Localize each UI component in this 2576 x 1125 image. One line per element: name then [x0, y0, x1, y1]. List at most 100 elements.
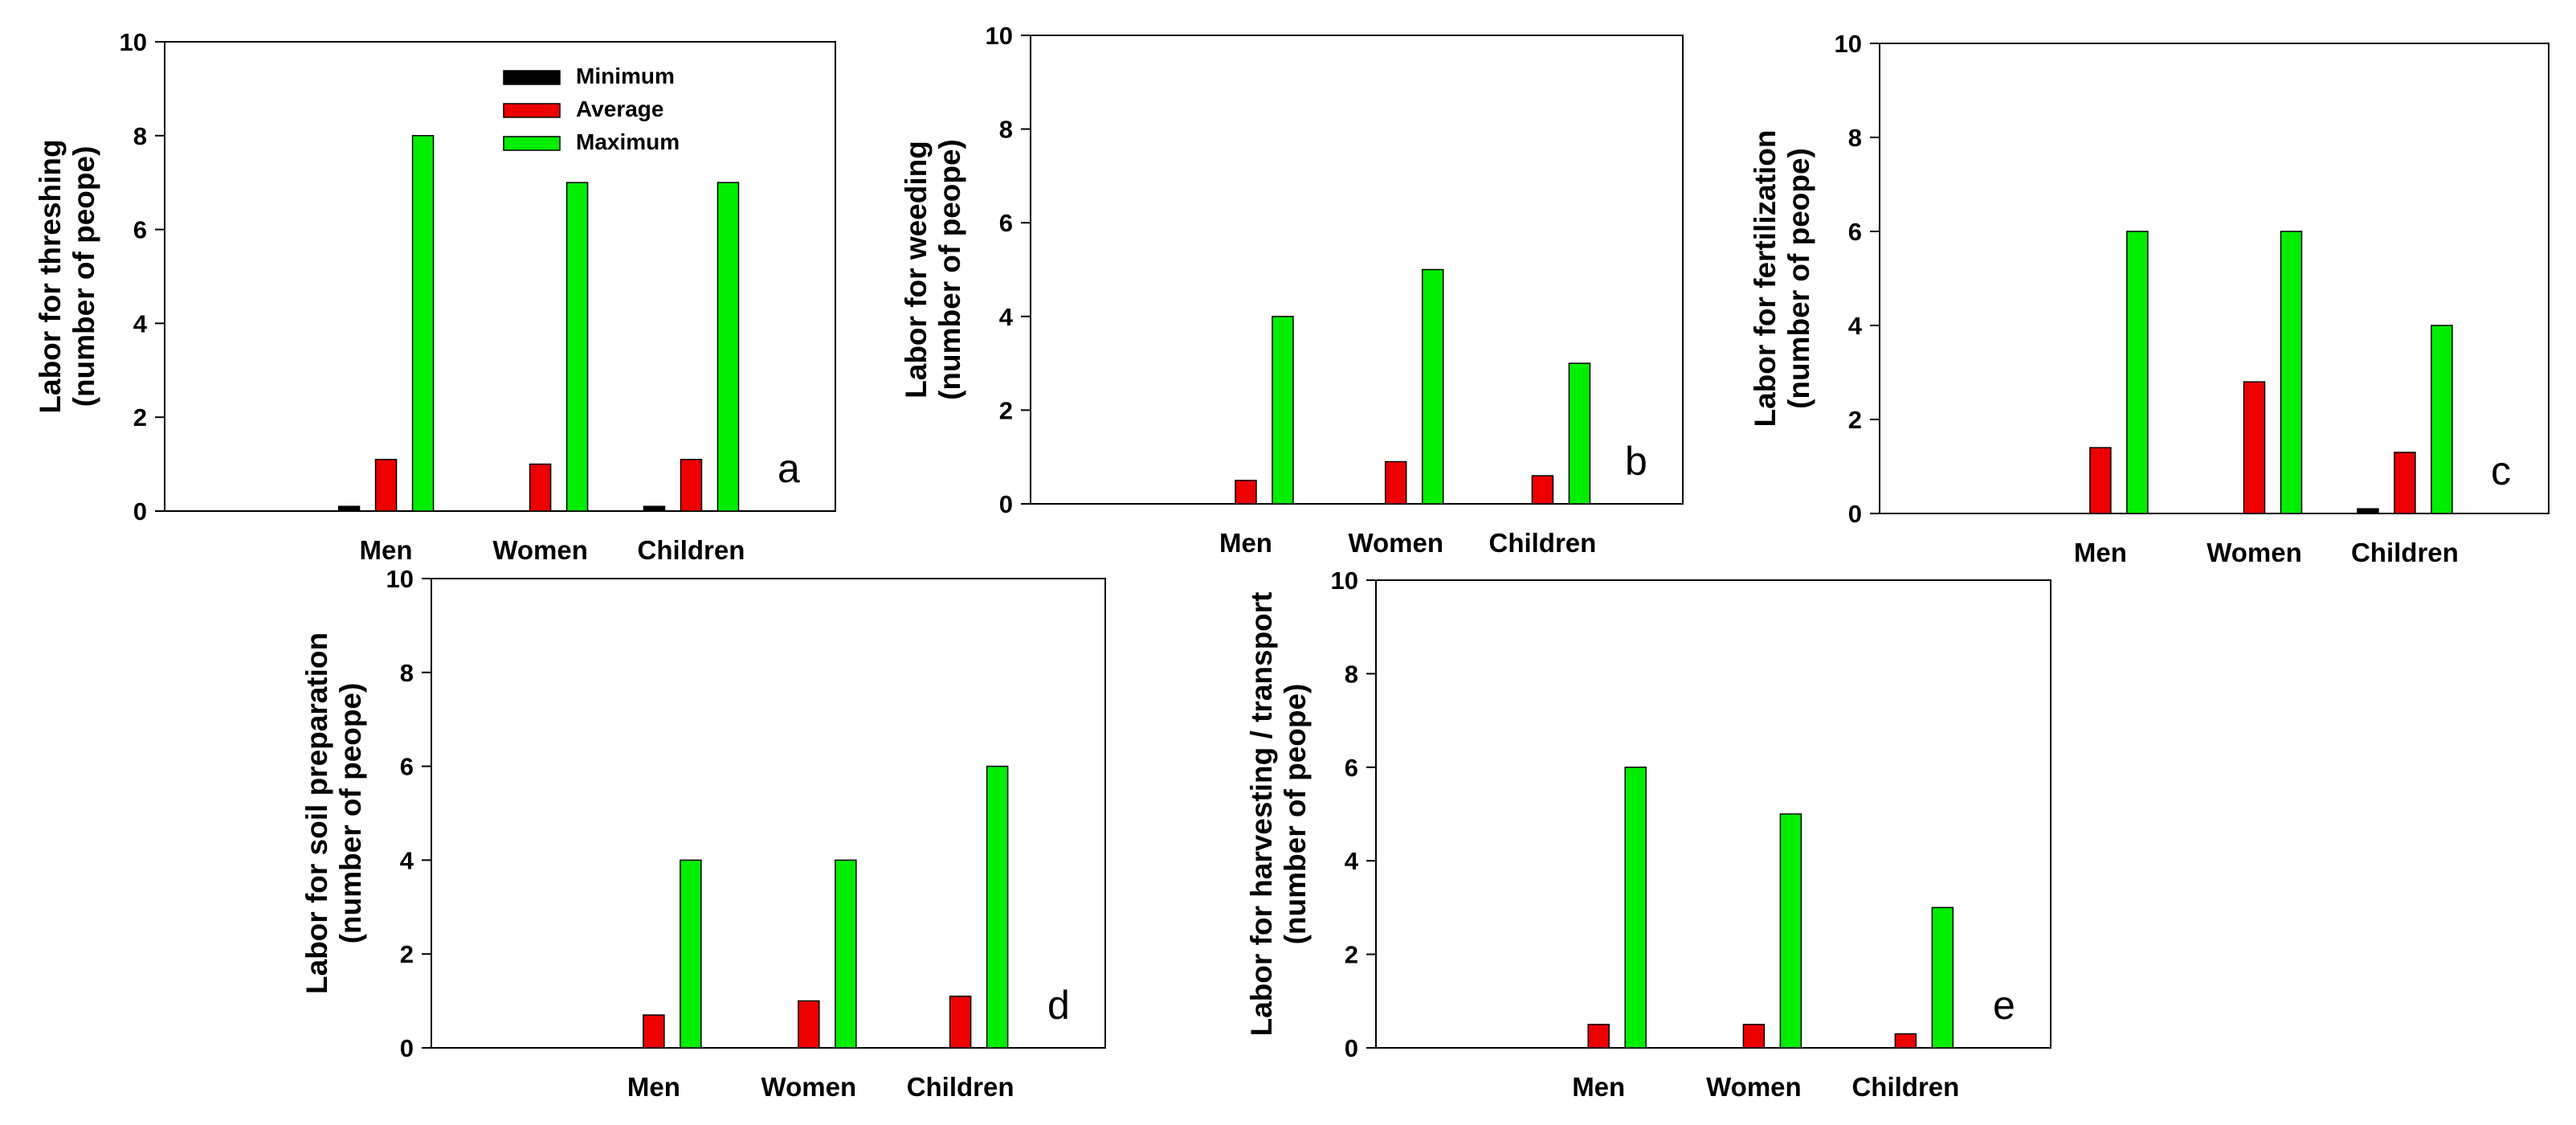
panel-letter: c [2491, 448, 2511, 493]
y-tick-label: 0 [400, 1034, 414, 1062]
bar-average-children [680, 459, 703, 512]
bar-maximum-children [2431, 325, 2453, 514]
panel-letter: a [778, 446, 800, 491]
x-category-label: Men [360, 535, 413, 565]
panel-b: 0 2 4 6 8 10 Men Women Children Labor for weeding… [900, 22, 1684, 558]
bar-maximum-children [986, 765, 1009, 1049]
y-axis-subtitle: (number of peope) [334, 683, 367, 944]
x-category-label: Children [638, 535, 745, 565]
bar-average-children [949, 996, 972, 1049]
y-tick-label: 6 [999, 209, 1013, 237]
bar-maximum-women [2280, 231, 2303, 514]
y-tick-label: 0 [1345, 1034, 1358, 1062]
legend-swatch-minimum [503, 70, 561, 85]
plot-frame [431, 578, 1106, 1049]
panel-e: 0 2 4 6 8 10 Men Women Children Labor for harvest… [1245, 567, 2051, 1102]
x-category-label: Women [492, 535, 588, 565]
bar-maximum-children [1568, 362, 1591, 505]
panel-letter: e [1993, 983, 2015, 1028]
y-tick-label: 10 [1835, 30, 1862, 58]
x-category-label: Children [2351, 538, 2459, 567]
bar-average-women [1742, 1024, 1766, 1049]
x-category-label: Children [1488, 528, 1596, 558]
bar-maximum-men [1624, 767, 1647, 1049]
bar-maximum-men [680, 859, 702, 1049]
y-tick-label: 4 [400, 846, 414, 874]
y-tick-label: 6 [1848, 218, 1862, 246]
legend-swatch-average [503, 103, 561, 118]
panel-d: 0 2 4 6 8 10 Men Women Children Labor for soil pr… [300, 565, 1106, 1102]
y-tick-label: 10 [120, 28, 147, 56]
bar-average-children [1531, 475, 1554, 505]
y-axis-subtitle: (number of peope) [1279, 684, 1312, 945]
legend-label-maximum: Maximum [576, 129, 680, 154]
bar-minimum-children [2357, 508, 2379, 514]
x-category-label: Children [907, 1072, 1014, 1102]
x-category-label: Women [761, 1072, 857, 1102]
bar-maximum-men [411, 135, 435, 512]
bar-maximum-men [2126, 231, 2149, 514]
y-tick-label: 6 [400, 753, 414, 781]
y-tick-label: 6 [1345, 754, 1358, 782]
x-category-label: Men [627, 1072, 680, 1102]
y-tick-label: 8 [133, 122, 147, 150]
bar-maximum-children [716, 182, 740, 512]
y-axis-title: Labor for harvesting / transport [1245, 591, 1278, 1036]
plot-frame [1879, 43, 2549, 514]
bar-average-men [1587, 1024, 1610, 1049]
bar-average-women [798, 1000, 820, 1049]
bar-average-women [1384, 460, 1407, 505]
y-tick-label: 2 [999, 396, 1013, 424]
panel-c: 0 2 4 6 8 10 Men Women Children Labor for fertili… [1749, 30, 2549, 567]
plot-frame [1375, 579, 2051, 1049]
bar-average-men [2089, 447, 2112, 514]
x-category-label: Women [1348, 528, 1443, 558]
x-category-label: Women [2207, 538, 2302, 567]
y-axis-subtitle: (number of peope) [67, 146, 100, 407]
bar-maximum-women [1421, 268, 1444, 505]
y-tick-label: 8 [999, 116, 1013, 144]
bar-average-children [2394, 452, 2416, 514]
bar-average-men [1235, 480, 1257, 505]
bar-maximum-women [1779, 813, 1802, 1049]
y-tick-label: 6 [133, 216, 147, 244]
plot-frame [1030, 35, 1684, 505]
legend-label-minimum: Minimum [576, 63, 675, 88]
bar-average-men [643, 1014, 665, 1049]
plot-frame [164, 41, 836, 512]
x-category-label: Men [1572, 1072, 1625, 1102]
bar-average-children [1894, 1033, 1917, 1049]
bar-average-men [374, 459, 398, 512]
y-tick-label: 0 [999, 490, 1013, 518]
legend-swatch-maximum [503, 136, 561, 151]
y-tick-label: 2 [400, 940, 414, 968]
y-tick-label: 2 [1848, 406, 1862, 434]
bar-maximum-women [565, 182, 589, 512]
legend-label-average: Average [576, 96, 663, 121]
bar-average-women [2243, 381, 2266, 514]
y-tick-label: 10 [1331, 567, 1358, 595]
panel-letter: b [1625, 439, 1647, 484]
bar-maximum-men [1272, 316, 1294, 505]
bar-maximum-women [835, 859, 857, 1049]
y-tick-label: 4 [133, 309, 148, 338]
bar-maximum-children [1931, 906, 1954, 1049]
legend: Minimum Average Maximum [503, 63, 680, 154]
y-tick-label: 4 [1848, 312, 1863, 340]
panel-letter: d [1047, 983, 1070, 1028]
y-tick-label: 4 [1345, 847, 1359, 875]
y-axis-subtitle: (number of peope) [1782, 148, 1815, 409]
bar-minimum-men [337, 505, 361, 512]
y-axis-title: Labor for soil preparation [300, 632, 333, 994]
x-category-label: Men [2074, 538, 2127, 567]
y-tick-label: 2 [1345, 941, 1358, 969]
y-tick-label: 8 [1848, 124, 1862, 152]
y-axis-subtitle: (number of peope) [933, 139, 966, 400]
y-tick-label: 4 [999, 303, 1014, 331]
x-category-label: Children [1851, 1072, 1959, 1102]
y-tick-label: 8 [1345, 660, 1358, 688]
bar-minimum-children [643, 505, 666, 512]
y-axis-title: Labor for fertilization [1749, 130, 1782, 428]
